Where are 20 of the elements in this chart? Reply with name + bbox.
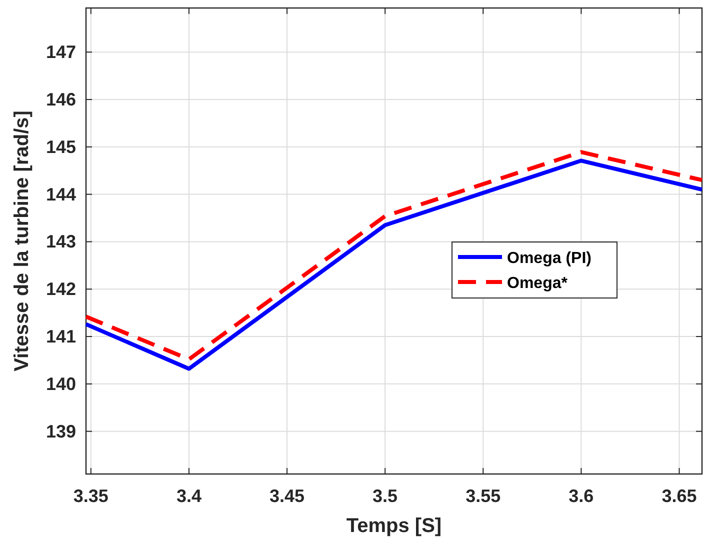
x-tick-label: 3.65 [662,486,697,506]
legend-label: Omega (PI) [507,250,592,267]
x-tick-label: 3.6 [568,486,594,506]
x-axis-title: Temps [S] [346,515,442,537]
y-tick-label: 142 [46,279,76,300]
y-tick-label: 147 [46,42,76,62]
y-axis-title: Vitesse de la turbine [rad/s] [11,110,33,372]
y-tick-label: 145 [46,136,76,157]
y-tick-label: 139 [46,421,76,442]
x-tick-label: 3.55 [466,486,501,506]
legend-label: Omega* [507,275,568,292]
x-tick-label: 3.45 [269,486,305,506]
x-tick-label: 3.4 [176,486,202,506]
x-tick-label: 3.35 [73,486,108,506]
y-tick-label: 141 [46,326,76,347]
x-tick-label: 3.5 [372,486,398,506]
y-tick-label: 140 [46,374,76,394]
y-tick-label: 144 [46,184,76,204]
y-tick-label: 143 [46,232,76,252]
y-tick-label: 146 [46,89,76,110]
